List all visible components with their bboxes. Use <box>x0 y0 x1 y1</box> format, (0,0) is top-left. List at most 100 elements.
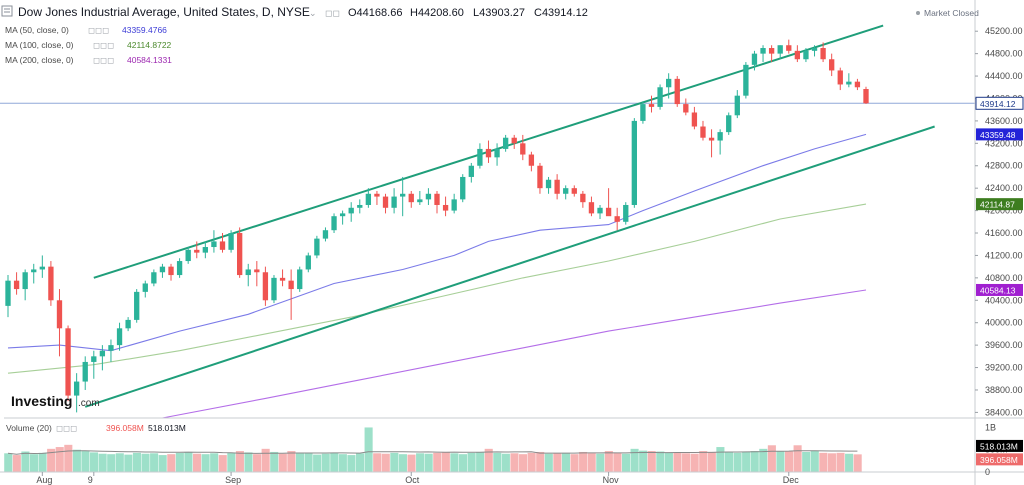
volume-bar <box>167 454 176 472</box>
volume-bar <box>810 450 819 472</box>
volume-bar <box>561 452 570 472</box>
candle-body <box>580 193 586 203</box>
candle-body <box>305 255 311 270</box>
x-tick-label: 9 <box>88 475 93 485</box>
volume-bar <box>450 453 459 472</box>
channel-lower-line[interactable] <box>84 125 935 408</box>
candle-body <box>451 199 457 211</box>
ma200-settings-icon[interactable]: ◻◻◻ <box>93 55 114 65</box>
volume-bar <box>115 453 124 472</box>
volume-bar <box>424 453 433 472</box>
volume-bar <box>827 453 836 472</box>
volume-bar <box>175 452 184 472</box>
volume-bar <box>38 452 47 472</box>
candle-body <box>545 179 552 189</box>
candle-body <box>254 269 260 273</box>
price-tag-label: 42114.87 <box>980 200 1015 210</box>
chevron-down-icon[interactable]: ⌄ <box>309 8 317 18</box>
volume-bar <box>244 452 253 472</box>
ohlc-close: C43914.12 <box>534 7 588 19</box>
volume-tag-bg <box>976 439 1023 452</box>
candle-body <box>125 319 131 329</box>
candle-body <box>382 196 389 208</box>
ma100-settings-icon[interactable]: ◻◻◻ <box>93 40 114 50</box>
candle-body <box>108 345 114 351</box>
volume-bar <box>527 452 536 472</box>
candle-body <box>434 193 440 205</box>
volume-bar <box>682 453 691 472</box>
candle-body <box>829 59 835 71</box>
candle-body <box>820 48 826 60</box>
candle-body <box>185 249 191 262</box>
volume-bar <box>673 452 682 472</box>
candle-body <box>194 249 200 253</box>
price-tag-bg <box>976 198 1023 211</box>
ma200-label[interactable]: MA (200, close, 0) <box>5 55 74 65</box>
candle-body <box>563 188 569 194</box>
candle-body <box>400 193 406 197</box>
candle-body <box>262 272 269 301</box>
candle-body <box>134 291 140 320</box>
candle-body <box>408 193 414 203</box>
candle-body <box>65 328 71 396</box>
volume-bar <box>579 451 588 472</box>
ma50-settings-icon[interactable]: ◻◻◻ <box>88 25 109 35</box>
candle-body <box>768 48 775 54</box>
candle-body <box>91 356 97 362</box>
volume-layer <box>4 427 862 472</box>
price-tag-bg <box>975 96 1024 110</box>
volume-bar <box>553 453 562 472</box>
y-tick-label: 40800.00 <box>985 273 1023 283</box>
ohlc-open: O44168.66 <box>348 7 402 19</box>
volume-bar <box>210 453 219 472</box>
y-tick-label: 43600.00 <box>985 116 1023 126</box>
logo-suffix: .com <box>78 398 100 409</box>
candle-body <box>683 104 689 113</box>
settings-icon[interactable]: ◻◻ <box>325 8 340 18</box>
candle-body <box>202 247 208 253</box>
y-tick-label: 38800.00 <box>985 385 1023 395</box>
volume-bar <box>656 451 665 472</box>
y-tick-label: 44800.00 <box>985 49 1023 59</box>
candle-body <box>237 233 243 276</box>
volume-bar <box>690 453 699 472</box>
indicator-legend: MA (50, close, 0) ◻◻◻ 43359.4766 MA (100… <box>5 25 172 65</box>
volume-bar <box>493 452 502 472</box>
candle-body <box>99 350 106 357</box>
candle-body <box>760 48 766 54</box>
candle-body <box>648 104 655 107</box>
chart-title: Dow Jones Industrial Average, United Sta… <box>18 5 310 19</box>
candle-body <box>597 207 603 214</box>
y-tick-label: 40000.00 <box>985 318 1023 328</box>
candles-layer <box>5 39 869 413</box>
ohlc-low: L43903.27 <box>473 7 525 19</box>
candle-body <box>5 280 11 306</box>
volume-ma-line <box>7 450 858 455</box>
candle-body <box>623 204 629 222</box>
volume-bar <box>347 455 356 472</box>
candle-body <box>605 207 612 217</box>
volume-label[interactable]: Volume (20) <box>6 423 52 433</box>
volume-settings-icon[interactable]: ◻◻◻ <box>56 423 77 433</box>
chart-menu-icon[interactable] <box>1 5 13 17</box>
volume-bar <box>510 453 519 472</box>
volume-value-black: 518.013M <box>148 423 186 433</box>
y-tick-label: 40400.00 <box>985 295 1023 305</box>
volume-bar <box>750 451 759 472</box>
ma50-label[interactable]: MA (50, close, 0) <box>5 25 69 35</box>
y-tick-label: 41600.00 <box>985 228 1023 238</box>
volume-bar <box>29 454 39 472</box>
volume-bar <box>218 455 227 472</box>
volume-bar <box>407 454 416 472</box>
volume-bar <box>647 451 656 472</box>
ma100-label[interactable]: MA (100, close, 0) <box>5 40 74 50</box>
volume-bar <box>81 451 90 472</box>
ma200-value: 40584.1331 <box>127 55 172 65</box>
volume-bar <box>613 452 622 472</box>
ma50-line <box>7 133 867 352</box>
volume-bar <box>150 453 159 472</box>
volume-bar <box>664 452 673 472</box>
candle-body <box>339 213 346 217</box>
volume-bar <box>12 455 21 472</box>
